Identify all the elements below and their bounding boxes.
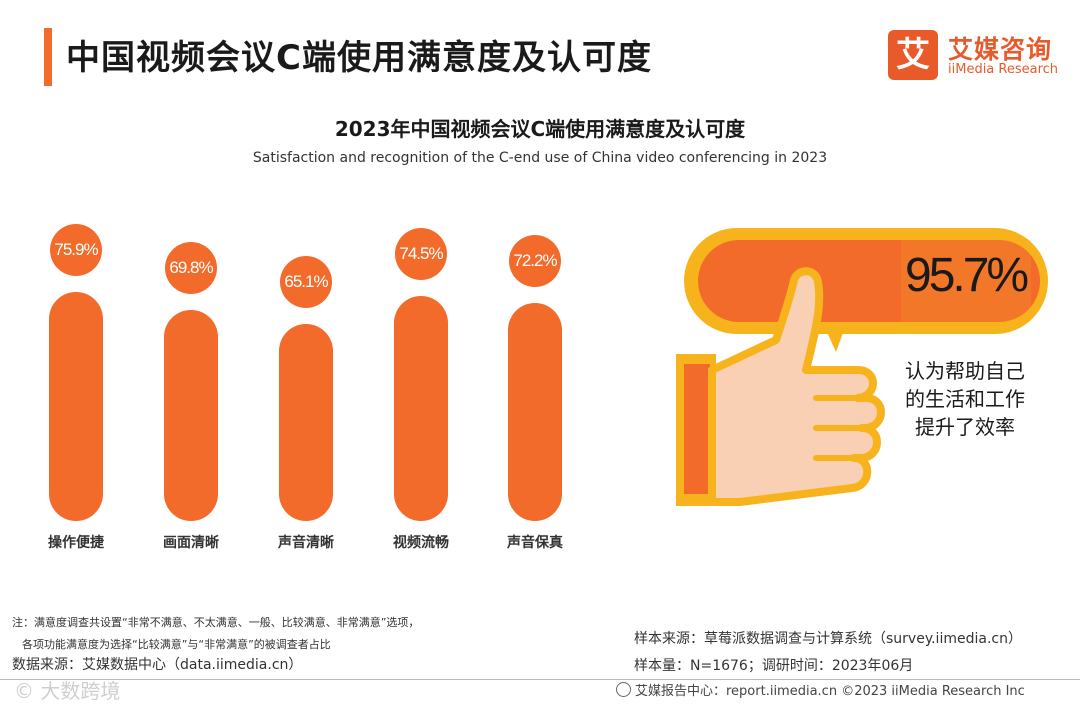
footer-text: 艾媒报告中心：report.iimedia.cn ©2023 iiMedia R… [616, 680, 1025, 699]
value-label-4: 72.2% [509, 234, 561, 287]
note-line-2: 各项功能满意度为选择“比较满意”与“非常满意”的被调查者占比 [22, 638, 331, 651]
data-source: 数据来源：艾媒数据中心（data.iimedia.cn） [12, 657, 303, 673]
category-label-3: 视频流畅 [393, 535, 449, 551]
logo-cn-text: 艾媒咨询 [948, 35, 1053, 64]
page-title: 中国视频会议C端使用满意度及认可度 [66, 38, 652, 78]
watermark: © 大数跨境 [14, 679, 121, 703]
logo-en-text: iiMedia Research [948, 62, 1059, 77]
footer-copyright: 艾媒报告中心：report.iimedia.cn ©2023 iiMedia R… [635, 684, 1025, 699]
note-line-1: 注：满意度调查共设置“非常不满意、不太满意、一般、比较满意、非常满意”选项， [12, 616, 420, 629]
bar-2 [279, 324, 333, 521]
highlight-description: 认为帮助自己的生活和工作提升了效率 [905, 359, 1025, 439]
category-label-4: 声音保真 [507, 535, 563, 551]
value-label-3: 74.5% [395, 228, 447, 280]
chart-title: 2023年中国视频会议C端使用满意度及认可度 [334, 117, 746, 141]
bar-4 [508, 302, 562, 521]
bar-1 [164, 310, 218, 521]
category-label-1: 画面清晰 [163, 535, 219, 551]
logo-mark: 艾 [888, 30, 938, 80]
sample-source: 样本来源：草莓派数据调查与计算系统（survey.iimedia.cn） [634, 631, 1022, 647]
globe-icon [616, 682, 631, 697]
title-accent-bar [44, 28, 52, 86]
category-label-2: 声音清晰 [278, 535, 334, 551]
value-label-0: 75.9% [50, 223, 102, 276]
value-label-1: 69.8% [165, 242, 217, 295]
bar-3 [394, 296, 448, 521]
footer-divider [0, 679, 1080, 680]
sample-size: 样本量：N=1676；调研时间：2023年06月 [634, 658, 914, 674]
thumbs-up-icon [676, 228, 1048, 506]
iimedia-logo: 艾 艾媒咨询 iiMedia Research [888, 30, 1068, 82]
highlight-value: 95.7% [905, 249, 1029, 302]
category-label-0: 操作便捷 [48, 535, 104, 551]
chart-subtitle: Satisfaction and recognition of the C-en… [252, 150, 828, 166]
bar-0 [49, 291, 103, 521]
value-label-2: 65.1% [280, 256, 332, 309]
